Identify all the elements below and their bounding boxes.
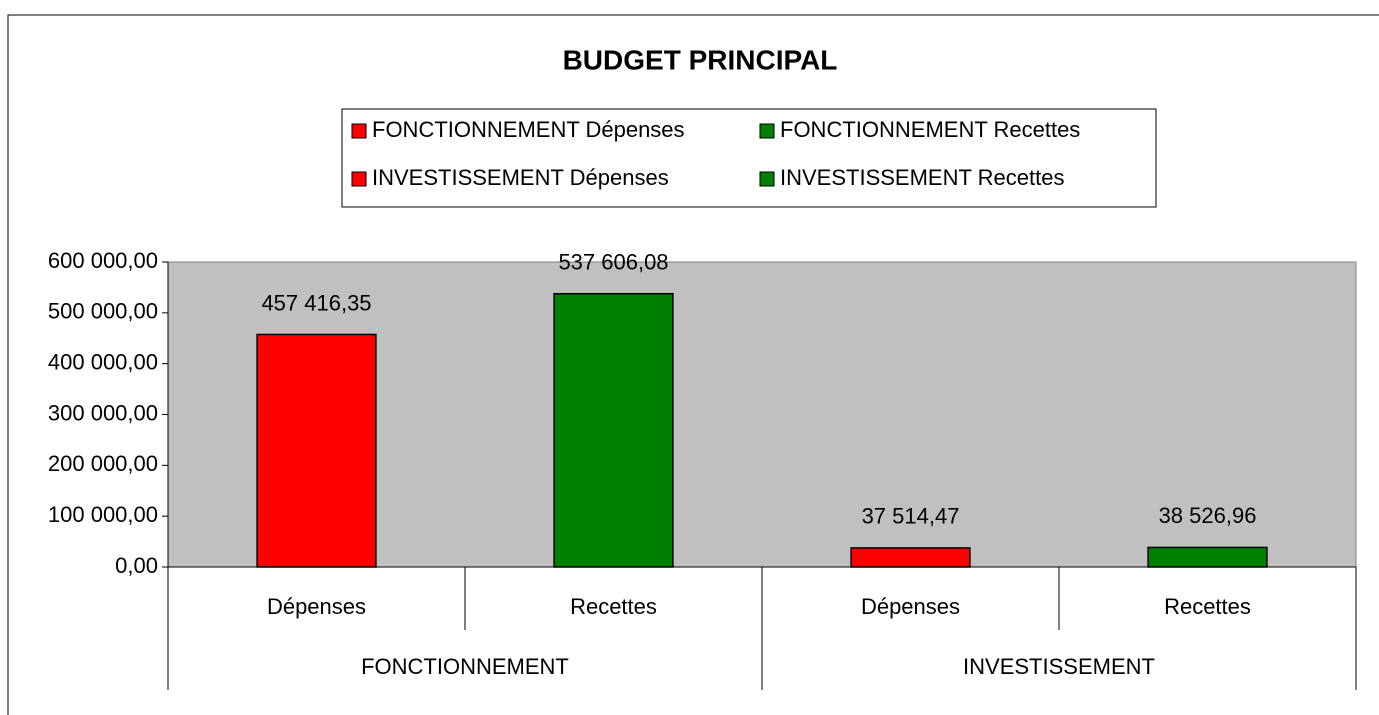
- x-tick-label: Dépenses: [267, 594, 366, 619]
- y-tick-label: 500 000,00: [48, 299, 158, 324]
- data-label: 37 514,47: [862, 504, 960, 529]
- data-label: 457 416,35: [261, 290, 371, 315]
- legend-label: FONCTIONNEMENT Recettes: [780, 117, 1080, 142]
- group-label: FONCTIONNEMENT: [361, 654, 569, 679]
- x-tick-label: Recettes: [570, 594, 657, 619]
- data-label: 38 526,96: [1159, 503, 1257, 528]
- bar: [256, 333, 377, 568]
- y-tick-label: 600 000,00: [48, 248, 158, 273]
- y-tick-label: 200 000,00: [48, 451, 158, 476]
- x-tick-label: Dépenses: [861, 594, 960, 619]
- y-tick-label: 100 000,00: [48, 502, 158, 527]
- x-tick-label: Recettes: [1164, 594, 1251, 619]
- legend-label: INVESTISSEMENT Recettes: [780, 165, 1064, 190]
- legend-swatch: [759, 123, 775, 139]
- chart-title: BUDGET PRINCIPAL: [563, 44, 838, 75]
- legend-swatch: [759, 171, 775, 187]
- y-tick-label: 0,00: [115, 553, 158, 578]
- y-tick-label: 400 000,00: [48, 349, 158, 374]
- group-label: INVESTISSEMENT: [963, 654, 1155, 679]
- legend-label: FONCTIONNEMENT Dépenses: [372, 117, 685, 142]
- bar: [553, 292, 674, 568]
- legend-swatch: [351, 123, 367, 139]
- legend-box: [341, 108, 1157, 208]
- legend-label: INVESTISSEMENT Dépenses: [372, 165, 669, 190]
- bar: [1147, 546, 1268, 568]
- legend-swatch: [351, 171, 367, 187]
- bar: [850, 547, 971, 568]
- data-label: 537 606,08: [558, 250, 668, 275]
- y-tick-label: 300 000,00: [48, 400, 158, 425]
